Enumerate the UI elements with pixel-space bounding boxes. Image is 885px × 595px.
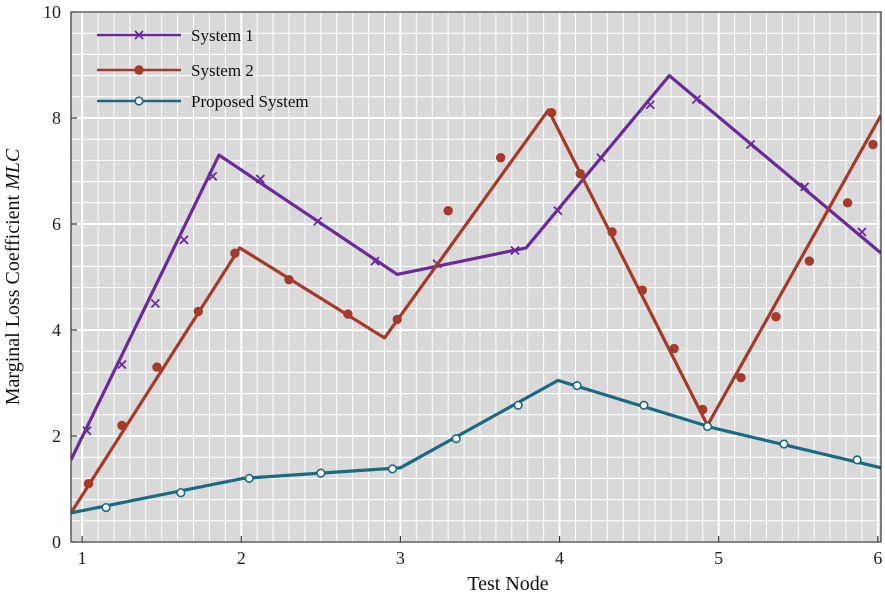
- data-point-x-marker: [553, 206, 563, 216]
- data-point-x-marker: [82, 426, 92, 436]
- x-tick-label: 5: [714, 548, 723, 568]
- data-point-x-marker: [255, 174, 266, 184]
- data-point-filled-circle: [392, 314, 402, 325]
- data-point-open-circle: [101, 502, 111, 513]
- x-tick-label: 4: [555, 548, 564, 568]
- data-point-filled-circle: [637, 285, 647, 295]
- data-point-x-marker: [691, 94, 702, 105]
- data-point-x-marker: [370, 256, 380, 266]
- plot-frame: [70, 11, 882, 543]
- data-point-x-marker: [645, 100, 655, 110]
- data-point-open-circle: [451, 434, 461, 444]
- data-point-x-marker: [510, 245, 520, 256]
- legend-item-3: Proposed System: [97, 92, 309, 111]
- data-point-filled-circle: [607, 227, 617, 237]
- data-point-open-circle: [639, 400, 649, 410]
- data-point-filled-circle: [134, 65, 144, 75]
- y-tick-label: 6: [52, 214, 61, 234]
- data-point-filled-circle: [575, 168, 585, 179]
- legend: System 1 System 2 Proposed System: [97, 26, 309, 111]
- data-point-filled-circle: [842, 198, 853, 208]
- legend-label: System 1: [191, 26, 254, 45]
- x-tick-label: 3: [396, 548, 405, 568]
- legend-label: System 2: [191, 61, 254, 80]
- data-point-open-circle: [316, 468, 326, 478]
- data-point-open-circle: [513, 400, 523, 410]
- data-point-filled-circle: [230, 248, 240, 258]
- data-point-filled-circle: [152, 362, 162, 372]
- y-tick-label: 0: [52, 532, 61, 552]
- legend-item-2: System 2: [97, 61, 254, 80]
- y-axis-title-italic: MLC: [2, 148, 24, 191]
- y-tick-label: 8: [52, 108, 61, 128]
- y-axis-title: Marginal Loss Coefficient MLC: [2, 148, 24, 405]
- major-grid: [71, 12, 881, 542]
- data-point-x-marker: [799, 182, 810, 192]
- data-point-open-circle: [779, 439, 789, 449]
- y-tick-label: 2: [52, 426, 61, 446]
- data-point-x-marker: [207, 171, 218, 181]
- x-axis-title: Test Node: [467, 573, 548, 595]
- plot-area: [71, 12, 881, 542]
- data-point-x-marker: [857, 227, 867, 237]
- y-tick-label: 10: [43, 2, 61, 22]
- data-point-filled-circle: [698, 404, 708, 415]
- data-point-open-circle: [572, 381, 582, 391]
- data-point-open-circle: [134, 96, 144, 106]
- data-point-filled-circle: [343, 309, 353, 319]
- x-tick-label: 6: [873, 548, 882, 568]
- y-axis-ticks: 0 2 4 6 8 10: [43, 2, 77, 552]
- data-point-open-circle: [702, 421, 713, 432]
- series-line: [71, 73, 881, 461]
- data-point-filled-circle: [443, 206, 453, 216]
- legend-label: Proposed System: [191, 92, 309, 111]
- data-point-x-marker: [134, 30, 144, 40]
- data-point-open-circle: [244, 473, 254, 484]
- data-point-x-marker: [596, 153, 606, 163]
- x-tick-label: 2: [237, 548, 246, 568]
- x-tick-label: 1: [78, 548, 87, 568]
- data-point-filled-circle: [736, 373, 746, 383]
- data-point-open-circle: [852, 455, 862, 465]
- data-point-open-circle: [387, 464, 398, 474]
- data-point-filled-circle: [771, 312, 781, 322]
- data-point-open-circle: [176, 488, 186, 498]
- data-point-x-marker: [745, 139, 756, 150]
- data-point-filled-circle: [83, 479, 94, 489]
- series-layer: [71, 73, 881, 515]
- series-2: [71, 108, 881, 514]
- data-point-filled-circle: [868, 139, 878, 150]
- series-3: [71, 378, 881, 515]
- legend-item-1: System 1: [97, 26, 254, 45]
- series-line: [71, 378, 881, 515]
- data-point-x-marker: [150, 298, 160, 309]
- data-point-filled-circle: [117, 420, 127, 431]
- y-axis-title-text: Marginal Loss Coefficient: [2, 194, 24, 405]
- data-point-filled-circle: [546, 108, 557, 118]
- series-1: [71, 73, 881, 461]
- data-point-filled-circle: [669, 343, 679, 354]
- data-point-x-marker: [313, 216, 323, 226]
- data-point-filled-circle: [193, 306, 204, 317]
- data-point-x-marker: [117, 359, 127, 370]
- y-tick-label: 4: [52, 320, 61, 340]
- series-line: [71, 108, 881, 514]
- data-point-filled-circle: [804, 256, 815, 266]
- x-axis-ticks: 1 2 3 4 5 6: [78, 536, 882, 568]
- data-point-filled-circle: [284, 274, 294, 285]
- data-point-filled-circle: [495, 153, 506, 163]
- data-point-x-marker: [179, 235, 189, 245]
